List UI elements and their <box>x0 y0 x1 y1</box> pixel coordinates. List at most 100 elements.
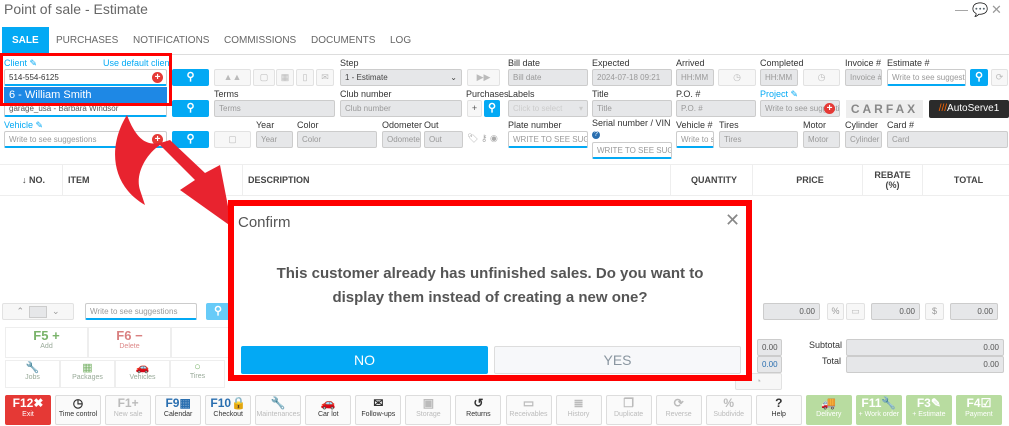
category-jobs[interactable]: 🔧 Jobs <box>5 360 60 388</box>
client-label[interactable]: Client ✎ <box>4 58 38 68</box>
add-line-button[interactable]: F5 + Add <box>5 327 88 358</box>
add-client-icon[interactable]: + <box>152 72 163 83</box>
vehicle-note-icon[interactable]: ▢ <box>214 131 251 148</box>
binoculars-icon[interactable]: ▲▲ <box>214 69 251 86</box>
serial-input[interactable]: WRITE TO SEE SUGGESTIONS <box>592 142 672 159</box>
row-navigation[interactable]: ⌃ ⌄ <box>2 303 74 320</box>
item-search-button[interactable]: ⚲ <box>206 303 230 320</box>
col-total[interactable]: TOTAL <box>922 165 1009 195</box>
search-vehicle-button[interactable]: ⚲ <box>172 131 209 148</box>
add-vehicle-icon[interactable]: + <box>152 134 163 145</box>
estimate-input[interactable]: Write to see suggestions <box>887 69 966 86</box>
toolbar-history-button[interactable]: ≣ History <box>555 395 602 425</box>
color-input[interactable]: Color <box>297 131 377 148</box>
tab-documents[interactable]: DOCUMENTS <box>311 35 376 46</box>
step-select[interactable]: 1 - Estimate ⌄ <box>340 69 462 86</box>
item-search-input[interactable]: Write to see suggestions <box>85 303 197 320</box>
clock-icon[interactable]: ◷ <box>803 69 840 86</box>
toolbar-calendar-button[interactable]: F9▦ Calendar <box>155 395 202 425</box>
toolbar-storage-button[interactable]: ▣ Storage <box>405 395 452 425</box>
toolbar-car-lot-button[interactable]: 🚗 Car lot <box>305 395 352 425</box>
search-client-button[interactable]: ⚲ <box>172 69 209 86</box>
percent-icon[interactable]: % <box>827 303 844 320</box>
col-no[interactable]: ↓ NO. <box>21 175 45 185</box>
chat-icon[interactable]: 💬 <box>972 2 989 17</box>
out-input[interactable]: Out <box>424 131 463 148</box>
tab-sale[interactable]: SALE <box>2 27 49 54</box>
col-description[interactable]: DESCRIPTION <box>242 165 670 195</box>
amount-field[interactable]: 0.00 <box>763 303 820 320</box>
category-vehicles[interactable]: 🚗 Vehicles <box>115 360 170 388</box>
toolbar-follow-ups-button[interactable]: ✉ Follow-ups <box>355 395 402 425</box>
completed-input[interactable]: HH:MM <box>760 69 798 86</box>
tab-purchases[interactable]: PURCHASES <box>56 35 119 46</box>
toolbar-reverse-button[interactable]: ⟳ Reverse <box>655 395 702 425</box>
client-suggestion[interactable]: 6 - William Smith <box>4 87 167 104</box>
toolbar-time-control-button[interactable]: ◷ Time control <box>55 395 102 425</box>
no-button[interactable]: NO <box>241 346 488 374</box>
toolbar-work-order-button[interactable]: F11🔧 + Work order <box>855 395 902 425</box>
amount-field[interactable]: 0.00 <box>871 303 920 320</box>
tag-key-eye-icons[interactable]: 🏷 ⚷ ◉ <box>467 133 498 143</box>
toolbar-new-sale-button[interactable]: F1+ New sale <box>105 395 152 425</box>
toolbar-checkout-button[interactable]: F10🔒 Checkout <box>205 395 252 425</box>
client-input[interactable]: 514-554-6125 <box>4 69 167 86</box>
labels-select[interactable]: Click to select ▾ <box>508 100 588 117</box>
toolbar-subdivide-button[interactable]: % Subdivide <box>705 395 752 425</box>
tab-log[interactable]: LOG <box>390 35 412 46</box>
cylinder-input[interactable]: Cylinder <box>845 131 882 148</box>
toolbar-payment-button[interactable]: F4☑ Payment <box>955 395 1002 425</box>
po-input[interactable]: P.O. # <box>676 100 756 117</box>
phone-icon[interactable]: ▯ <box>296 69 314 86</box>
autoserve-logo[interactable]: ///AutoServe1 <box>929 100 1009 118</box>
note-icon[interactable]: ▢ <box>253 69 275 86</box>
amount-field[interactable]: 0.00 <box>950 303 998 320</box>
col-item[interactable]: ITEM <box>62 165 242 195</box>
add-project-icon[interactable]: + <box>824 103 835 114</box>
search-estimate-button[interactable]: ⚲ <box>970 69 988 86</box>
odometer-input[interactable]: Odometer <box>382 131 421 148</box>
toolbar-duplicate-button[interactable]: ❐ Duplicate <box>605 395 652 425</box>
clock-icon[interactable]: ◷ <box>718 69 756 86</box>
delete-line-button[interactable]: F6 − Delete <box>88 327 171 358</box>
cash-icon[interactable]: ▭ <box>846 303 865 320</box>
tab-commissions[interactable]: COMMISSIONS <box>224 35 297 46</box>
expected-input[interactable]: 2024-07-18 09:21 <box>592 69 672 86</box>
year-input[interactable]: Year <box>256 131 293 148</box>
col-price[interactable]: PRICE <box>752 165 862 195</box>
help-icon[interactable]: ? <box>592 131 600 139</box>
invoice-input[interactable]: Invoice # <box>845 69 882 86</box>
arrived-input[interactable]: HH:MM <box>676 69 714 86</box>
carfax-logo[interactable]: CARFAX <box>846 100 923 118</box>
vehicle-number-input[interactable]: Write to see <box>676 131 714 148</box>
motor-input[interactable]: Motor <box>803 131 840 148</box>
search-purchase-button[interactable]: ⚲ <box>484 100 500 117</box>
bill-date-input[interactable]: Bill date <box>508 69 588 86</box>
plate-input[interactable]: WRITE TO SEE SUGGESTIONS <box>508 131 588 148</box>
tires-input[interactable]: Tires <box>719 131 798 148</box>
project-label[interactable]: Project ✎ <box>760 89 799 99</box>
close-icon[interactable]: ✕ <box>991 2 1002 17</box>
project-input[interactable]: Write to see suggestions <box>760 100 840 117</box>
toolbar-estimate-button[interactable]: F3✎ + Estimate <box>905 395 952 425</box>
col-rebate[interactable]: REBATE (%) <box>862 165 922 195</box>
col-quantity[interactable]: QUANTITY <box>670 165 752 195</box>
club-input[interactable]: Club number <box>340 100 462 117</box>
category-packages[interactable]: ▦ Packages <box>60 360 115 388</box>
calendar-icon[interactable]: ▦ <box>276 69 294 86</box>
toolbar-exit-button[interactable]: F12✖ Exit <box>5 395 51 425</box>
vehicle-label[interactable]: Vehicle ✎ <box>4 120 44 130</box>
tab-notifications[interactable]: NOTIFICATIONS <box>133 35 210 46</box>
title-input[interactable]: Title <box>592 100 672 117</box>
add-purchase-icon[interactable]: + <box>467 100 482 117</box>
forward-icon[interactable]: ▶▶ <box>467 69 500 86</box>
dollar-icon[interactable]: $ <box>925 303 944 320</box>
mail-icon[interactable]: ✉ <box>316 69 334 86</box>
search-secondary-button[interactable]: ⚲ <box>172 100 209 117</box>
toolbar-returns-button[interactable]: ↺ Returns <box>455 395 502 425</box>
toolbar-help-button[interactable]: ? Help <box>755 395 802 425</box>
yes-button[interactable]: YES <box>494 346 741 374</box>
toolbar-receivables-button[interactable]: ▭ Receivables <box>505 395 552 425</box>
close-icon[interactable]: ✕ <box>725 210 741 230</box>
minimize-icon[interactable]: — <box>955 2 968 17</box>
